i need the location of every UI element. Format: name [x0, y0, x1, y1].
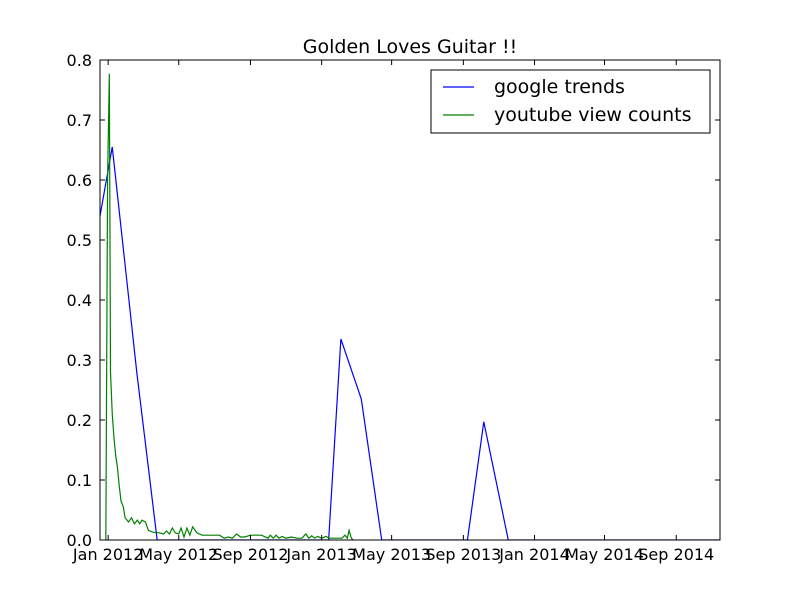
y-tick-label: 0.7 [67, 111, 92, 130]
series-line-google-trends [100, 146, 720, 540]
y-tick-label: 0.0 [67, 531, 92, 550]
chart-title: Golden Loves Guitar !! [303, 36, 517, 58]
y-tick-label: 0.1 [67, 471, 92, 490]
series-layer [100, 73, 720, 540]
x-tick-label: Jan 2014 [498, 545, 569, 564]
x-tick-label: Jan 2013 [285, 545, 356, 564]
y-tick-label: 0.5 [67, 231, 92, 250]
legend-box [430, 69, 711, 134]
x-tick-label: Sep 2013 [425, 545, 501, 564]
y-tick-label: 0.3 [67, 351, 92, 370]
series-line-youtube-view-counts [105, 73, 354, 540]
y-tick-label: 0.4 [67, 291, 92, 310]
legend-label: youtube view counts [494, 104, 692, 126]
x-tick-label: Sep 2014 [638, 545, 714, 564]
x-tick-label: May 2012 [139, 545, 218, 564]
legend-label: google trends [494, 76, 625, 98]
y-tick-label: 0.8 [67, 51, 92, 70]
x-tick-label: May 2013 [352, 545, 431, 564]
legend: google trends youtube view counts [430, 69, 711, 134]
y-tick-label: 0.2 [67, 411, 92, 430]
x-tick-label: May 2014 [565, 545, 644, 564]
y-tick-label: 0.6 [67, 171, 92, 190]
y-axis: 0.0 0.1 0.2 0.3 0.4 0.5 0.6 0.7 0.8 [67, 51, 720, 550]
x-tick-label: Sep 2012 [212, 545, 288, 564]
x-tick-label: Jan 2012 [72, 545, 143, 564]
